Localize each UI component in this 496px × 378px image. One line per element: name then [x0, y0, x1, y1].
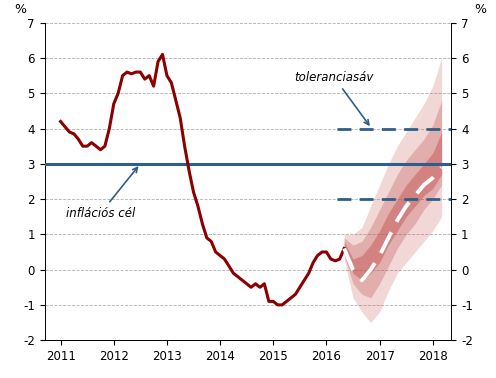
- Text: %: %: [14, 3, 26, 16]
- Text: inflációs cél: inflációs cél: [66, 167, 137, 220]
- Text: %: %: [474, 3, 486, 16]
- Text: toleranciasáv: toleranciasáv: [295, 71, 374, 125]
